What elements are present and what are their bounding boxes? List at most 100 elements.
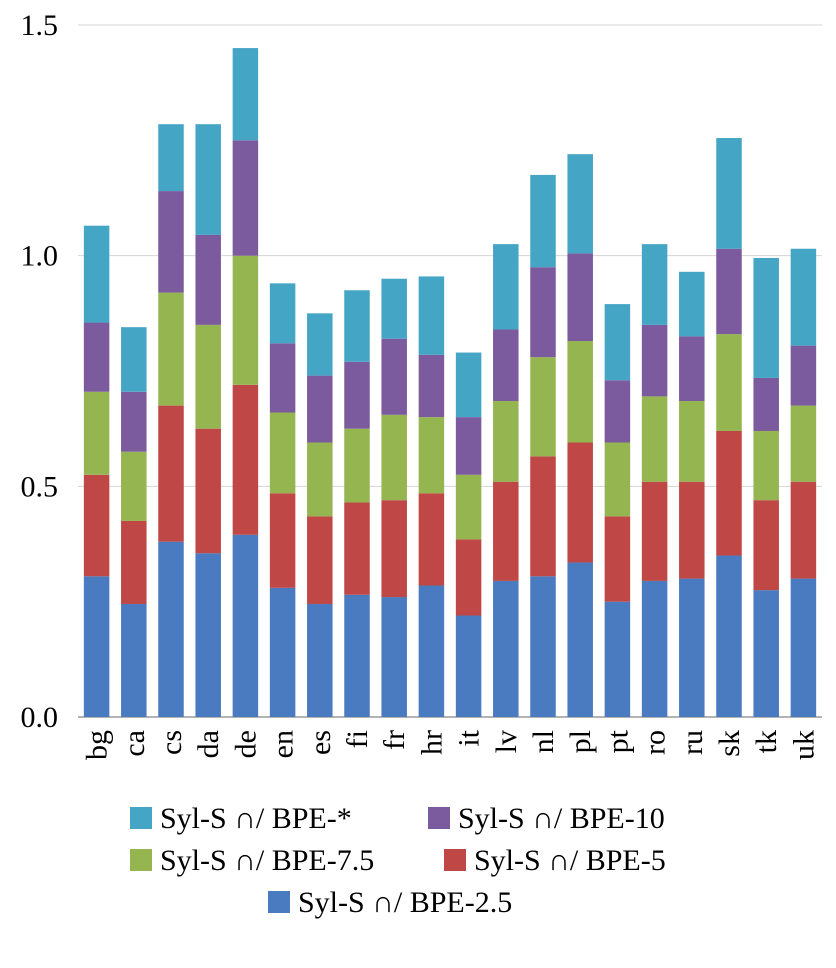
bar-segment-bg-series-0 [83,576,110,717]
bar-segment-pl-series-2 [567,341,593,443]
bar-stack-uk [790,248,817,717]
bar-segment-cs-series-4 [158,124,184,192]
bar-stack-tk [753,257,779,717]
bar-segment-ru-series-0 [679,578,705,717]
bar-segment-en-series-3 [269,343,296,413]
bar-segment-hr-series-4 [418,276,445,355]
bar-segment-fi-series-3 [344,361,370,429]
bar-segment-pl-series-1 [567,442,593,563]
bar-segment-en-series-1 [269,493,296,588]
bar-segment-sk-series-2 [716,334,742,431]
bar-segment-fr-series-3 [381,338,407,415]
x-tick-label-en: en [267,730,300,758]
bar-segment-fi-series-2 [344,428,370,503]
bar-segment-nl-series-2 [530,357,556,457]
bar-stack-pt [604,304,631,717]
bar-segment-fi-series-4 [344,290,370,362]
bar-segment-ro-series-0 [641,580,668,717]
bar-segment-cs-series-3 [158,191,184,293]
bar-segment-da-series-2 [195,324,221,429]
bar-stack-fi [344,290,370,717]
bar-segment-fr-series-1 [381,500,407,598]
x-tick-label-da: da [192,730,225,758]
bar-segment-bg-series-4 [83,225,110,323]
bar-segment-ca-series-3 [121,391,147,452]
bar-segment-pl-series-0 [567,562,593,717]
bar-segment-es-series-4 [307,313,333,376]
bar-stack-fr [381,278,407,717]
x-tick-label-cs: cs [155,730,188,755]
bar-segment-hr-series-0 [418,585,445,717]
bar-segment-it-series-2 [455,474,482,540]
bar-segment-ro-series-1 [641,481,668,581]
x-tick-label-pt: pt [601,729,634,753]
bar-segment-da-series-1 [195,428,221,554]
bar-segment-lv-series-3 [493,329,519,401]
legend-label-3: Syl-S ∩/ BPE-10 [458,802,665,835]
bar-segment-lv-series-4 [493,244,519,330]
legend-label-0: Syl-S ∩/ BPE-2.5 [298,886,512,919]
bar-segment-pt-series-1 [604,516,631,602]
bar-segment-lv-series-1 [493,481,519,581]
bar-segment-da-series-3 [195,234,221,325]
bar-segment-fi-series-0 [344,594,370,717]
x-tick-label-fr: fr [378,730,411,750]
bar-segment-sk-series-3 [716,248,742,335]
y-tick-label: 0.5 [21,470,59,503]
bar-segment-fr-series-0 [381,597,407,717]
y-tick-label: 1.0 [21,240,59,273]
legend-label-1: Syl-S ∩/ BPE-5 [474,844,666,877]
bar-segment-pt-series-3 [604,380,631,443]
bar-segment-it-series-3 [455,417,482,475]
bar-segment-it-series-0 [455,615,482,717]
bar-stack-bg [83,225,110,717]
bar-segment-ru-series-1 [679,481,705,579]
bar-segment-tk-series-0 [753,590,779,717]
bar-segment-de-series-4 [232,48,259,141]
bar-segment-bg-series-3 [83,322,110,392]
legend-swatch-0 [268,891,290,913]
y-axis-ticks: 0.0 0.5 1.0 1.5 [21,9,59,734]
bar-segment-fr-series-4 [381,278,407,339]
bar-segment-uk-series-4 [790,248,817,346]
bar-segment-es-series-2 [307,442,333,517]
bar-segment-da-series-0 [195,553,221,717]
bar-stack-lv [493,244,519,717]
bar-segment-de-series-0 [232,534,259,717]
bar-segment-sk-series-1 [716,430,742,556]
bar-segment-da-series-4 [195,124,221,235]
bar-segment-ro-series-4 [641,244,668,325]
bar-segment-nl-series-3 [530,267,556,358]
bar-segment-fr-series-2 [381,414,407,501]
bar-segment-ca-series-2 [121,451,147,521]
bar-segment-it-series-1 [455,539,482,616]
x-tick-label-pl: pl [564,730,597,753]
bar-stack-hr [418,276,445,717]
bar-segment-bg-series-1 [83,474,110,577]
x-tick-label-es: es [304,730,337,755]
bar-segment-ca-series-4 [121,327,147,392]
bar-stack-ru [679,271,705,717]
x-axis-labels: bg ca cs da de en es fi fr hr it lv nl pl pt ro ru sk tk uk [81,729,821,760]
bar-segment-pt-series-2 [604,442,631,517]
bar-segment-pl-series-4 [567,154,593,254]
bar-stack-de [232,48,259,717]
x-tick-label-fi: fi [341,730,374,748]
bar-segment-nl-series-1 [530,456,556,577]
y-tick-label: 1.5 [21,9,59,42]
bar-segment-tk-series-3 [753,377,779,431]
x-tick-label-bg: bg [81,730,114,760]
x-tick-label-ru: ru [676,730,709,755]
bar-stack-sk [716,138,742,717]
x-tick-label-ro: ro [639,730,672,755]
legend-label-4: Syl-S ∩/ BPE-* [160,802,352,835]
legend: Syl-S ∩/ BPE-* Syl-S ∩/ BPE-10 Syl-S ∩/ BP… [130,802,666,919]
x-tick-label-hr: hr [415,730,448,755]
bar-stack-nl [530,174,556,717]
bar-segment-cs-series-2 [158,292,184,406]
bar-segment-ro-series-3 [641,324,668,397]
x-tick-label-uk: uk [787,730,820,760]
bar-segment-it-series-4 [455,352,482,418]
bar-segment-uk-series-3 [790,345,817,406]
